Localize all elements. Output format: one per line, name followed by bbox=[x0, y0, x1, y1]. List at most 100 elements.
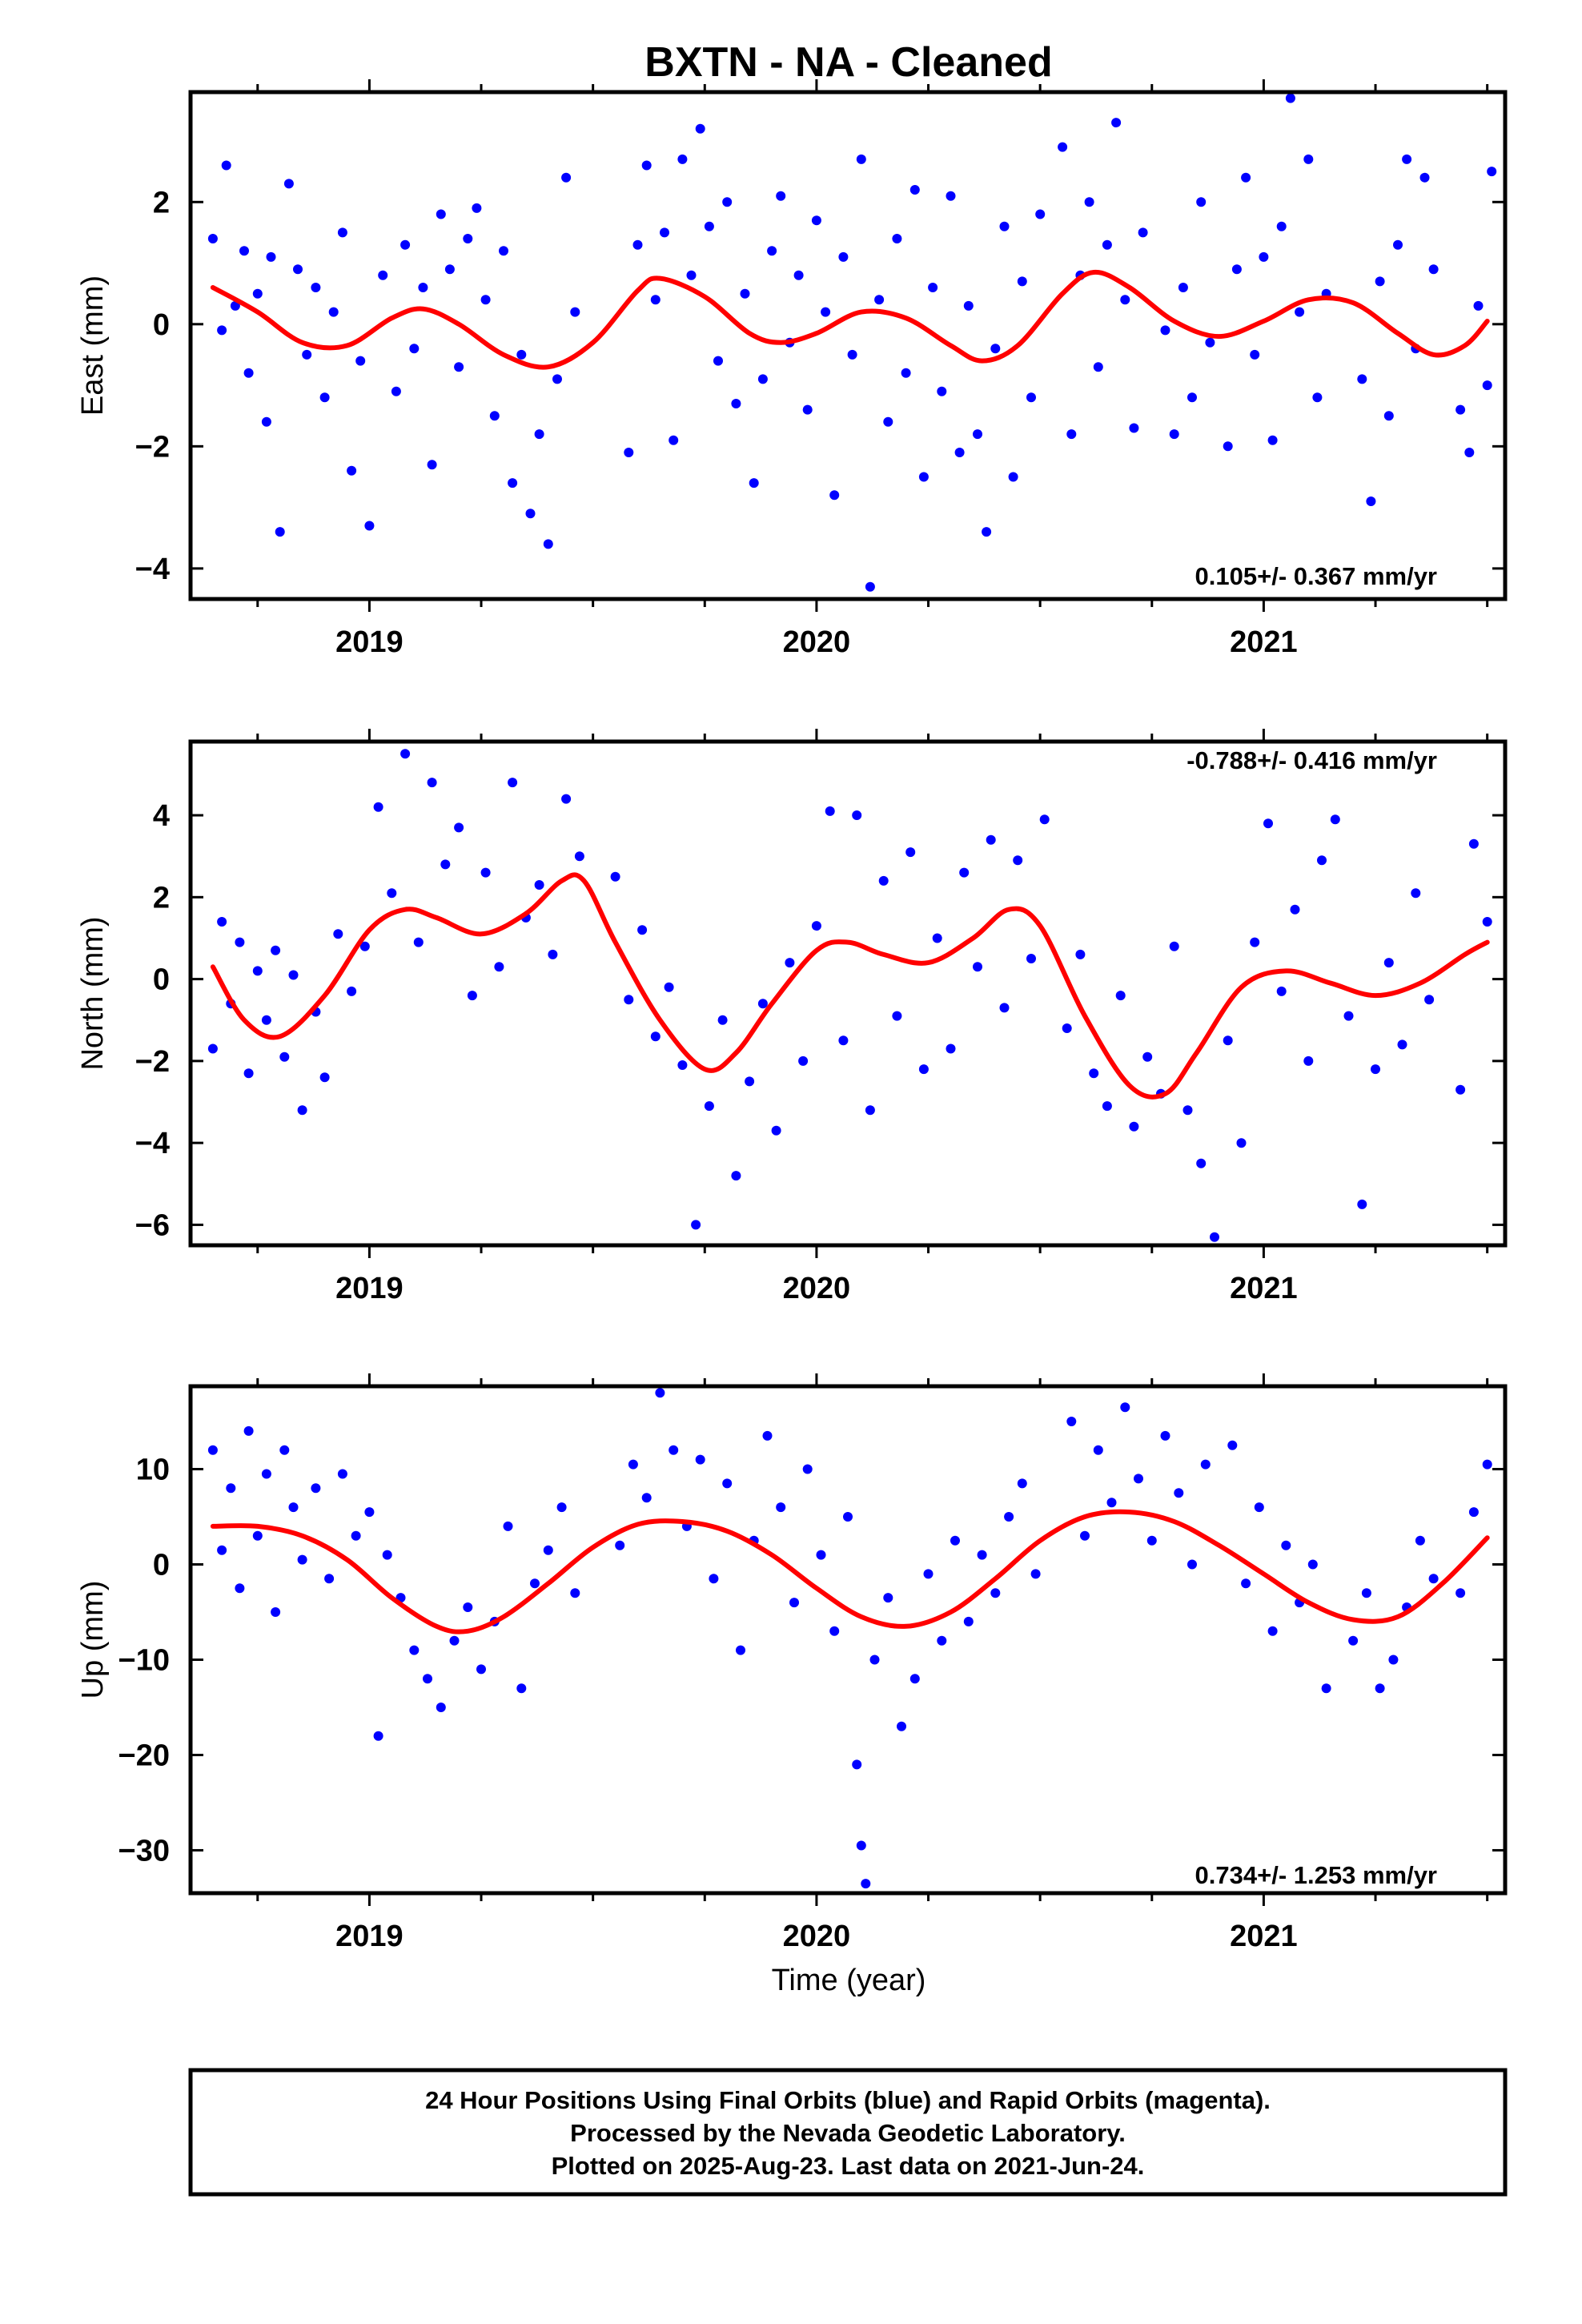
east-data-point bbox=[767, 246, 777, 256]
east-data-point bbox=[982, 527, 992, 537]
east-data-point bbox=[1111, 118, 1122, 128]
east-data-point bbox=[293, 264, 303, 275]
east-data-point bbox=[266, 251, 276, 262]
north-data-point bbox=[1263, 818, 1273, 829]
up-data-point bbox=[789, 1598, 799, 1608]
east-data-point bbox=[1303, 154, 1314, 164]
east-data-point bbox=[444, 264, 455, 275]
up-data-point bbox=[279, 1445, 290, 1455]
up-data-point bbox=[963, 1616, 974, 1626]
up-data-point bbox=[449, 1635, 460, 1646]
up-data-point bbox=[628, 1459, 638, 1470]
north-data-point bbox=[691, 1220, 701, 1230]
up-data-point bbox=[1146, 1535, 1157, 1546]
east-data-point bbox=[829, 490, 840, 501]
north-data-point bbox=[1142, 1051, 1153, 1062]
east-data-point bbox=[275, 527, 285, 537]
up-data-point bbox=[852, 1759, 862, 1770]
footer-frame bbox=[188, 2068, 1508, 2197]
north-y-tick-label: −6 bbox=[135, 1208, 170, 1242]
north-data-point bbox=[1468, 838, 1479, 849]
east-data-point bbox=[355, 356, 366, 366]
east-data-point bbox=[337, 227, 347, 238]
east-data-point bbox=[207, 234, 218, 243]
up-data-point bbox=[530, 1578, 540, 1589]
up-data-point bbox=[423, 1674, 432, 1684]
up-data-point bbox=[1254, 1502, 1264, 1513]
east-data-point bbox=[1196, 197, 1207, 207]
north-data-point bbox=[243, 1068, 254, 1079]
east-data-point bbox=[364, 521, 375, 531]
east-data-point bbox=[347, 465, 357, 476]
up-data-point bbox=[615, 1540, 625, 1550]
up-data-point bbox=[476, 1664, 486, 1675]
north-data-point bbox=[624, 995, 634, 1005]
up-data-point bbox=[1106, 1498, 1117, 1508]
east-data-point bbox=[892, 234, 902, 243]
north-rate-text: -0.788+/- 0.416 mm/yr bbox=[1186, 746, 1437, 774]
north-data-point bbox=[440, 859, 451, 870]
up-data-point bbox=[1456, 1588, 1466, 1598]
east-data-point bbox=[391, 386, 401, 396]
up-data-point bbox=[695, 1454, 705, 1465]
east-data-point bbox=[418, 283, 428, 292]
east-data-point bbox=[534, 429, 544, 440]
east-data-point bbox=[489, 411, 500, 421]
east-y-tick-label: 0 bbox=[153, 308, 170, 342]
north-data-point bbox=[932, 933, 942, 943]
up-data-point bbox=[1468, 1507, 1479, 1518]
north-fit-curve bbox=[210, 872, 1490, 1100]
east-data-point bbox=[1102, 239, 1112, 250]
up-data-point bbox=[207, 1445, 218, 1455]
up-data-point bbox=[373, 1731, 383, 1741]
up-data-point bbox=[843, 1512, 853, 1522]
footer-line-2: Processed by the Nevada Geodetic Laborat… bbox=[570, 2119, 1126, 2147]
up-data-point bbox=[1134, 1474, 1143, 1484]
north-data-point bbox=[717, 1015, 728, 1025]
north-data-point bbox=[1089, 1068, 1099, 1079]
up-data-point bbox=[235, 1583, 245, 1594]
east-data-point bbox=[552, 374, 562, 384]
up-data-point bbox=[722, 1478, 733, 1489]
north-data-point bbox=[973, 962, 982, 972]
up-data-point bbox=[1030, 1569, 1041, 1579]
up-x-tick-label: 2021 bbox=[1230, 1920, 1298, 1953]
up-data-point bbox=[1348, 1635, 1359, 1646]
up-y-tick-label: 10 bbox=[136, 1454, 170, 1487]
east-data-point bbox=[378, 270, 388, 280]
north-y-tick-label: −2 bbox=[135, 1045, 170, 1079]
up-data-point bbox=[990, 1588, 1001, 1598]
north-data-point bbox=[1129, 1121, 1139, 1132]
east-data-point bbox=[946, 191, 956, 201]
east-data-point bbox=[1058, 142, 1068, 152]
north-data-point bbox=[946, 1043, 956, 1054]
footer-line-3: Plotted on 2025-Aug-23. Last data on 202… bbox=[552, 2152, 1145, 2180]
up-data-point bbox=[977, 1550, 987, 1560]
east-data-point bbox=[1231, 264, 1242, 275]
east-data-point bbox=[624, 448, 634, 457]
east-y-tick-label: −4 bbox=[135, 553, 170, 586]
east-data-point bbox=[1402, 154, 1412, 164]
x-axis-label: Time (year) bbox=[772, 1964, 926, 1997]
north-y-tick-label: 2 bbox=[153, 881, 170, 915]
east-data-point bbox=[776, 191, 786, 201]
chart-title: BXTN - NA - Cleaned bbox=[644, 39, 1052, 86]
north-panel: -0.788+/- 0.416 mm/yr −6 −4 −2 0 2 4 2019 2020 2… bbox=[76, 729, 1508, 1305]
north-x-tick-label: 2019 bbox=[335, 1272, 404, 1305]
east-data-point bbox=[1428, 264, 1439, 275]
north-data-point bbox=[892, 1011, 902, 1021]
east-data-point bbox=[454, 362, 464, 372]
east-data-point bbox=[990, 344, 1001, 354]
north-data-point bbox=[561, 794, 572, 804]
up-data-point bbox=[1227, 1440, 1238, 1450]
up-y-tick-label: −10 bbox=[118, 1643, 170, 1677]
up-panel: 0.734+/- 1.253 mm/yr Time (year) −30 −20 −… bbox=[76, 1373, 1508, 1997]
east-rate-text: 0.105+/- 0.367 mm/yr bbox=[1195, 562, 1437, 590]
north-data-point bbox=[400, 749, 411, 759]
north-data-point bbox=[297, 1105, 307, 1116]
north-data-point bbox=[454, 822, 464, 833]
east-data-point bbox=[570, 307, 580, 317]
east-data-point bbox=[963, 300, 974, 311]
north-data-point bbox=[1039, 814, 1050, 825]
